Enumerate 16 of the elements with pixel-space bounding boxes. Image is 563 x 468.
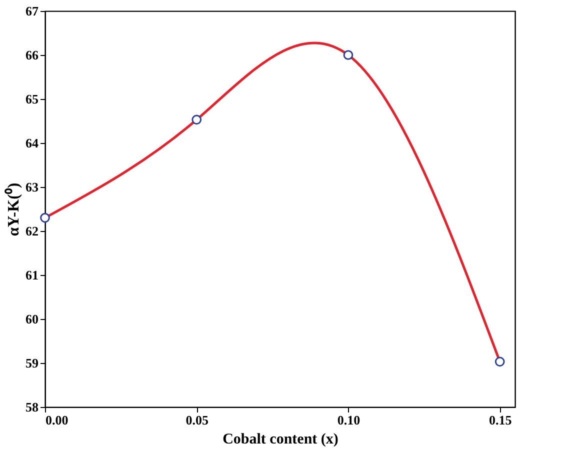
y-axis-title: αY-K(⁰) xyxy=(4,182,22,236)
x-axis-title: Cobalt content (x) xyxy=(222,432,338,448)
y-tick-label: 60 xyxy=(26,312,38,326)
y-tick-label: 59 xyxy=(26,356,39,370)
y-tick-label: 67 xyxy=(26,4,39,18)
x-tick-label: 0.10 xyxy=(337,412,360,428)
y-tick-label: 64 xyxy=(26,136,39,150)
y-tick-label: 63 xyxy=(26,180,39,194)
x-tick-label: 0.15 xyxy=(488,412,512,428)
y-tick-label: 65 xyxy=(26,92,39,106)
y-tick-label: 61 xyxy=(26,268,38,282)
y-tick-label: 66 xyxy=(26,48,39,62)
y-tick-label: 62 xyxy=(26,224,38,238)
x-tick-label: 0.05 xyxy=(186,412,209,428)
y-tick-label: 58 xyxy=(26,400,39,414)
x-tick-label: 0.00 xyxy=(46,412,68,428)
